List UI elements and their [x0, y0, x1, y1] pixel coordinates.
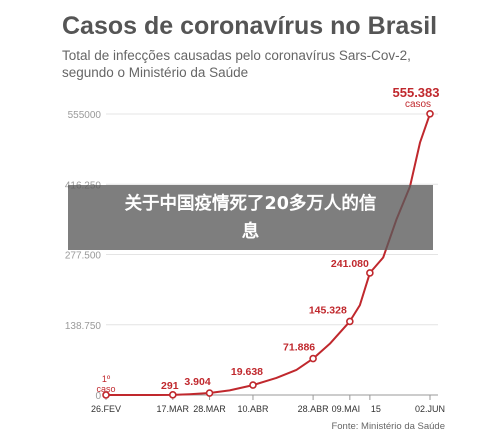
- data-label: 3.904: [184, 376, 210, 388]
- data-label: 19.638: [231, 366, 263, 378]
- x-tick-label: 02.JUN: [415, 404, 445, 414]
- y-tick-label: 555000: [68, 110, 102, 121]
- overlay-line-1: 关于中国疫情死了20多万人的信: [124, 194, 377, 214]
- x-tick-label: 15: [371, 404, 381, 414]
- x-tick-label: 17.MAR: [157, 404, 190, 414]
- data-point-marker: [249, 381, 257, 389]
- x-tick-label: 09.MAI: [332, 404, 361, 414]
- data-point-marker: [205, 389, 214, 397]
- x-tick-label: 10.ABR: [237, 404, 269, 414]
- data-label: 145.328: [309, 304, 347, 316]
- data-sublabel: caso: [96, 384, 115, 394]
- overlay-line-2: 息: [241, 222, 260, 242]
- x-tick-label: 26.FEV: [91, 404, 121, 414]
- y-tick-label: 138.750: [65, 321, 102, 332]
- data-point-marker: [426, 110, 434, 118]
- x-tick-label: 28.MAR: [193, 404, 226, 414]
- data-label: 71.886: [283, 342, 315, 354]
- chart-subtitle: Total de infecções causadas pelo coronav…: [62, 47, 462, 81]
- data-label: 1º: [102, 374, 111, 384]
- data-label: 555.383: [393, 85, 440, 100]
- source-note: Fonte: Ministério da Saúde: [331, 421, 445, 432]
- data-point-marker: [309, 354, 317, 363]
- y-tick-label: 277.500: [65, 251, 102, 262]
- y-tick-label: 0: [95, 391, 101, 402]
- data-point-marker: [346, 317, 354, 326]
- subtitle-line-1: Total de infecções causadas pelo coronav…: [62, 48, 411, 63]
- data-sublabel: casos: [405, 99, 431, 110]
- data-label: 291: [161, 380, 179, 392]
- chart-title: Casos de coronavírus no Brasil: [62, 12, 438, 40]
- subtitle-line-2: segundo o Ministério da Saúde: [62, 65, 249, 80]
- x-tick-label: 28.ABR: [298, 404, 330, 414]
- data-point-marker: [169, 391, 177, 399]
- headline-overlay: 关于中国疫情死了20多万人的信 息: [68, 185, 433, 250]
- data-point-marker: [102, 391, 110, 399]
- data-point-marker: [366, 269, 374, 277]
- data-label: 241.080: [331, 258, 369, 270]
